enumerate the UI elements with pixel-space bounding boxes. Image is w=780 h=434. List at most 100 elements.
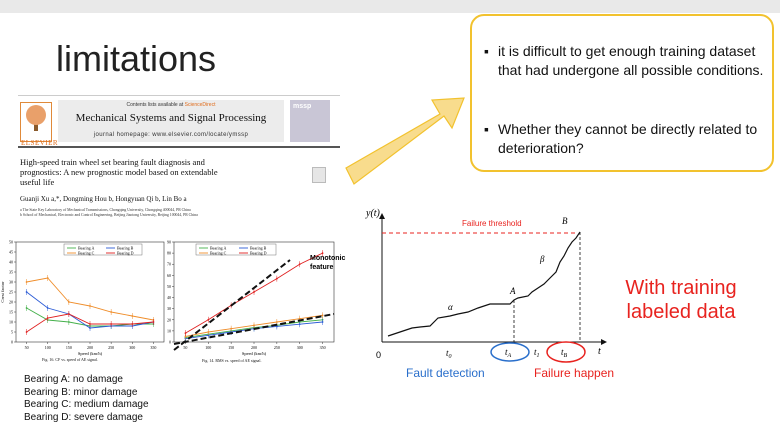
article-title: High-speed train wheel set bearing fault…	[20, 157, 218, 187]
x-tick-label: 50	[25, 345, 29, 350]
data-point	[89, 323, 91, 325]
t-axis-label: t	[598, 346, 601, 357]
legend-entry: Bearing D	[250, 251, 267, 256]
y-tick-label: 35	[9, 270, 13, 275]
legend-box	[63, 243, 143, 256]
journal-box: Contents lists available at ScienceDirec…	[58, 100, 284, 142]
data-point	[275, 321, 278, 323]
legend-entry: Bearing B	[250, 246, 267, 251]
fault-detection-label: Fault detection	[406, 366, 485, 380]
x-tick-label: 300	[129, 345, 135, 350]
series-line	[26, 277, 154, 321]
data-point	[253, 324, 255, 327]
y-tick-label: 60	[167, 273, 171, 278]
x-tick-label: 100	[205, 345, 211, 350]
legend-entry: Bearing A	[78, 246, 94, 251]
bullet-item: ▪ it is difficult to get enough training…	[484, 42, 764, 80]
square-bullet-icon: ▪	[484, 43, 489, 59]
y-tick-label: 30	[167, 306, 171, 311]
y-tick-label: 20	[9, 300, 13, 305]
y-tick-label: 5	[11, 330, 13, 335]
data-point	[184, 335, 187, 338]
x-tick-label: 200	[251, 345, 257, 350]
y-tick-label: 0	[11, 340, 13, 345]
legend-entry: Bearing D	[117, 251, 134, 256]
check-updates-icon[interactable]	[312, 167, 326, 183]
data-point	[184, 332, 187, 335]
y-tick-label: 50	[9, 240, 13, 245]
data-point	[110, 323, 113, 325]
origin-label: 0	[376, 350, 381, 360]
y-tick-label: 0	[169, 340, 171, 345]
tb-label: tB	[561, 347, 568, 359]
data-point	[321, 314, 324, 317]
y-tick-label: 70	[167, 262, 171, 267]
slide-title: limitations	[56, 38, 217, 79]
data-point	[46, 307, 49, 309]
data-point	[230, 327, 233, 330]
x-tick-label: 150	[228, 345, 234, 350]
y-tick-label: 20	[167, 317, 171, 322]
y-tick-label: 15	[9, 310, 13, 315]
y-tick-label: 40	[167, 295, 171, 300]
x-tick-label: 350	[150, 345, 156, 350]
y-tick-label: 50	[167, 284, 171, 289]
beta-label: β	[539, 254, 545, 264]
bearing-a-text: Bearing A: no damage	[24, 374, 123, 385]
data-point	[298, 263, 301, 266]
journal-homepage[interactable]: journal homepage: www.elsevier.com/locat…	[93, 132, 249, 138]
bearing-legend: Bearing A: no damage Bearing B: minor da…	[24, 374, 149, 424]
data-point	[89, 327, 91, 329]
data-point	[321, 321, 324, 323]
y-axis-label: Crest factor	[0, 281, 5, 303]
legend-entry: Bearing A	[210, 246, 226, 251]
data-point	[25, 307, 28, 309]
data-point	[67, 321, 70, 323]
x-tick-label: 250	[108, 345, 114, 350]
data-point	[152, 321, 155, 323]
x-tick-label: 100	[45, 345, 51, 350]
legend-entry: Bearing C	[210, 251, 227, 256]
x-tick-label: 250	[274, 345, 280, 350]
data-point	[25, 291, 28, 293]
data-point	[298, 323, 301, 326]
square-bullet-icon: ▪	[484, 121, 489, 137]
limitations-callout: ▪ it is difficult to get enough training…	[470, 14, 774, 172]
data-point	[67, 313, 70, 315]
bearing-c-text: Bearing C: medium damage	[24, 399, 149, 410]
threshold-label: Failure threshold	[462, 219, 522, 228]
monotonic-label: feature	[310, 264, 333, 271]
rms-chart: 0 10 20 30 40 50 60 70 80 90 50 100 150 200 250 300 350 S…	[167, 240, 345, 357]
y-tick-label: 90	[167, 240, 171, 245]
x-tick-label: 50	[183, 345, 187, 350]
y-tick-label: 10	[9, 320, 13, 325]
journal-header: ELSEVIER Contents lists available at Sci…	[18, 95, 340, 148]
paper-excerpt: ELSEVIER Contents lists available at Sci…	[18, 95, 340, 375]
data-point	[253, 291, 255, 293]
crest-factor-chart: 0 5 10 15 20 25 30 35 40 45 50 50 100 150 200 250 300 350…	[0, 240, 165, 356]
sciencedirect-link[interactable]: ScienceDirect	[184, 102, 216, 108]
publisher-name: ELSEVIER	[21, 139, 59, 147]
bullet-text: it is difficult to get enough training d…	[498, 43, 764, 78]
y-tick-label: 40	[9, 260, 13, 265]
point-b-label: B	[562, 216, 568, 226]
contents-line: Contents lists available at ScienceDirec…	[126, 102, 216, 108]
fig16-caption: Fig. 16. CF vs. speed of AE signal.	[42, 357, 98, 362]
tb-highlight-circle	[546, 341, 586, 363]
failure-happen-label: Failure happen	[534, 366, 615, 380]
data-point	[46, 277, 49, 279]
x-tick-label: 300	[297, 345, 303, 350]
bullet-item: ▪ Whether they cannot be directly relate…	[484, 120, 764, 158]
data-point	[131, 315, 134, 317]
data-point	[298, 317, 301, 320]
data-point	[25, 331, 28, 333]
x-tick-label: 200	[87, 345, 93, 350]
data-point	[110, 311, 113, 313]
degradation-diagram: y(t) t 0 Failure threshold A B α β t0 tA…	[365, 208, 607, 363]
data-point	[131, 323, 134, 325]
y-tick-label: 10	[167, 328, 171, 333]
data-point	[67, 301, 70, 303]
legend-entry: Bearing B	[117, 246, 134, 251]
y-tick-label: 30	[9, 280, 13, 285]
y-tick-label: 45	[9, 250, 13, 255]
